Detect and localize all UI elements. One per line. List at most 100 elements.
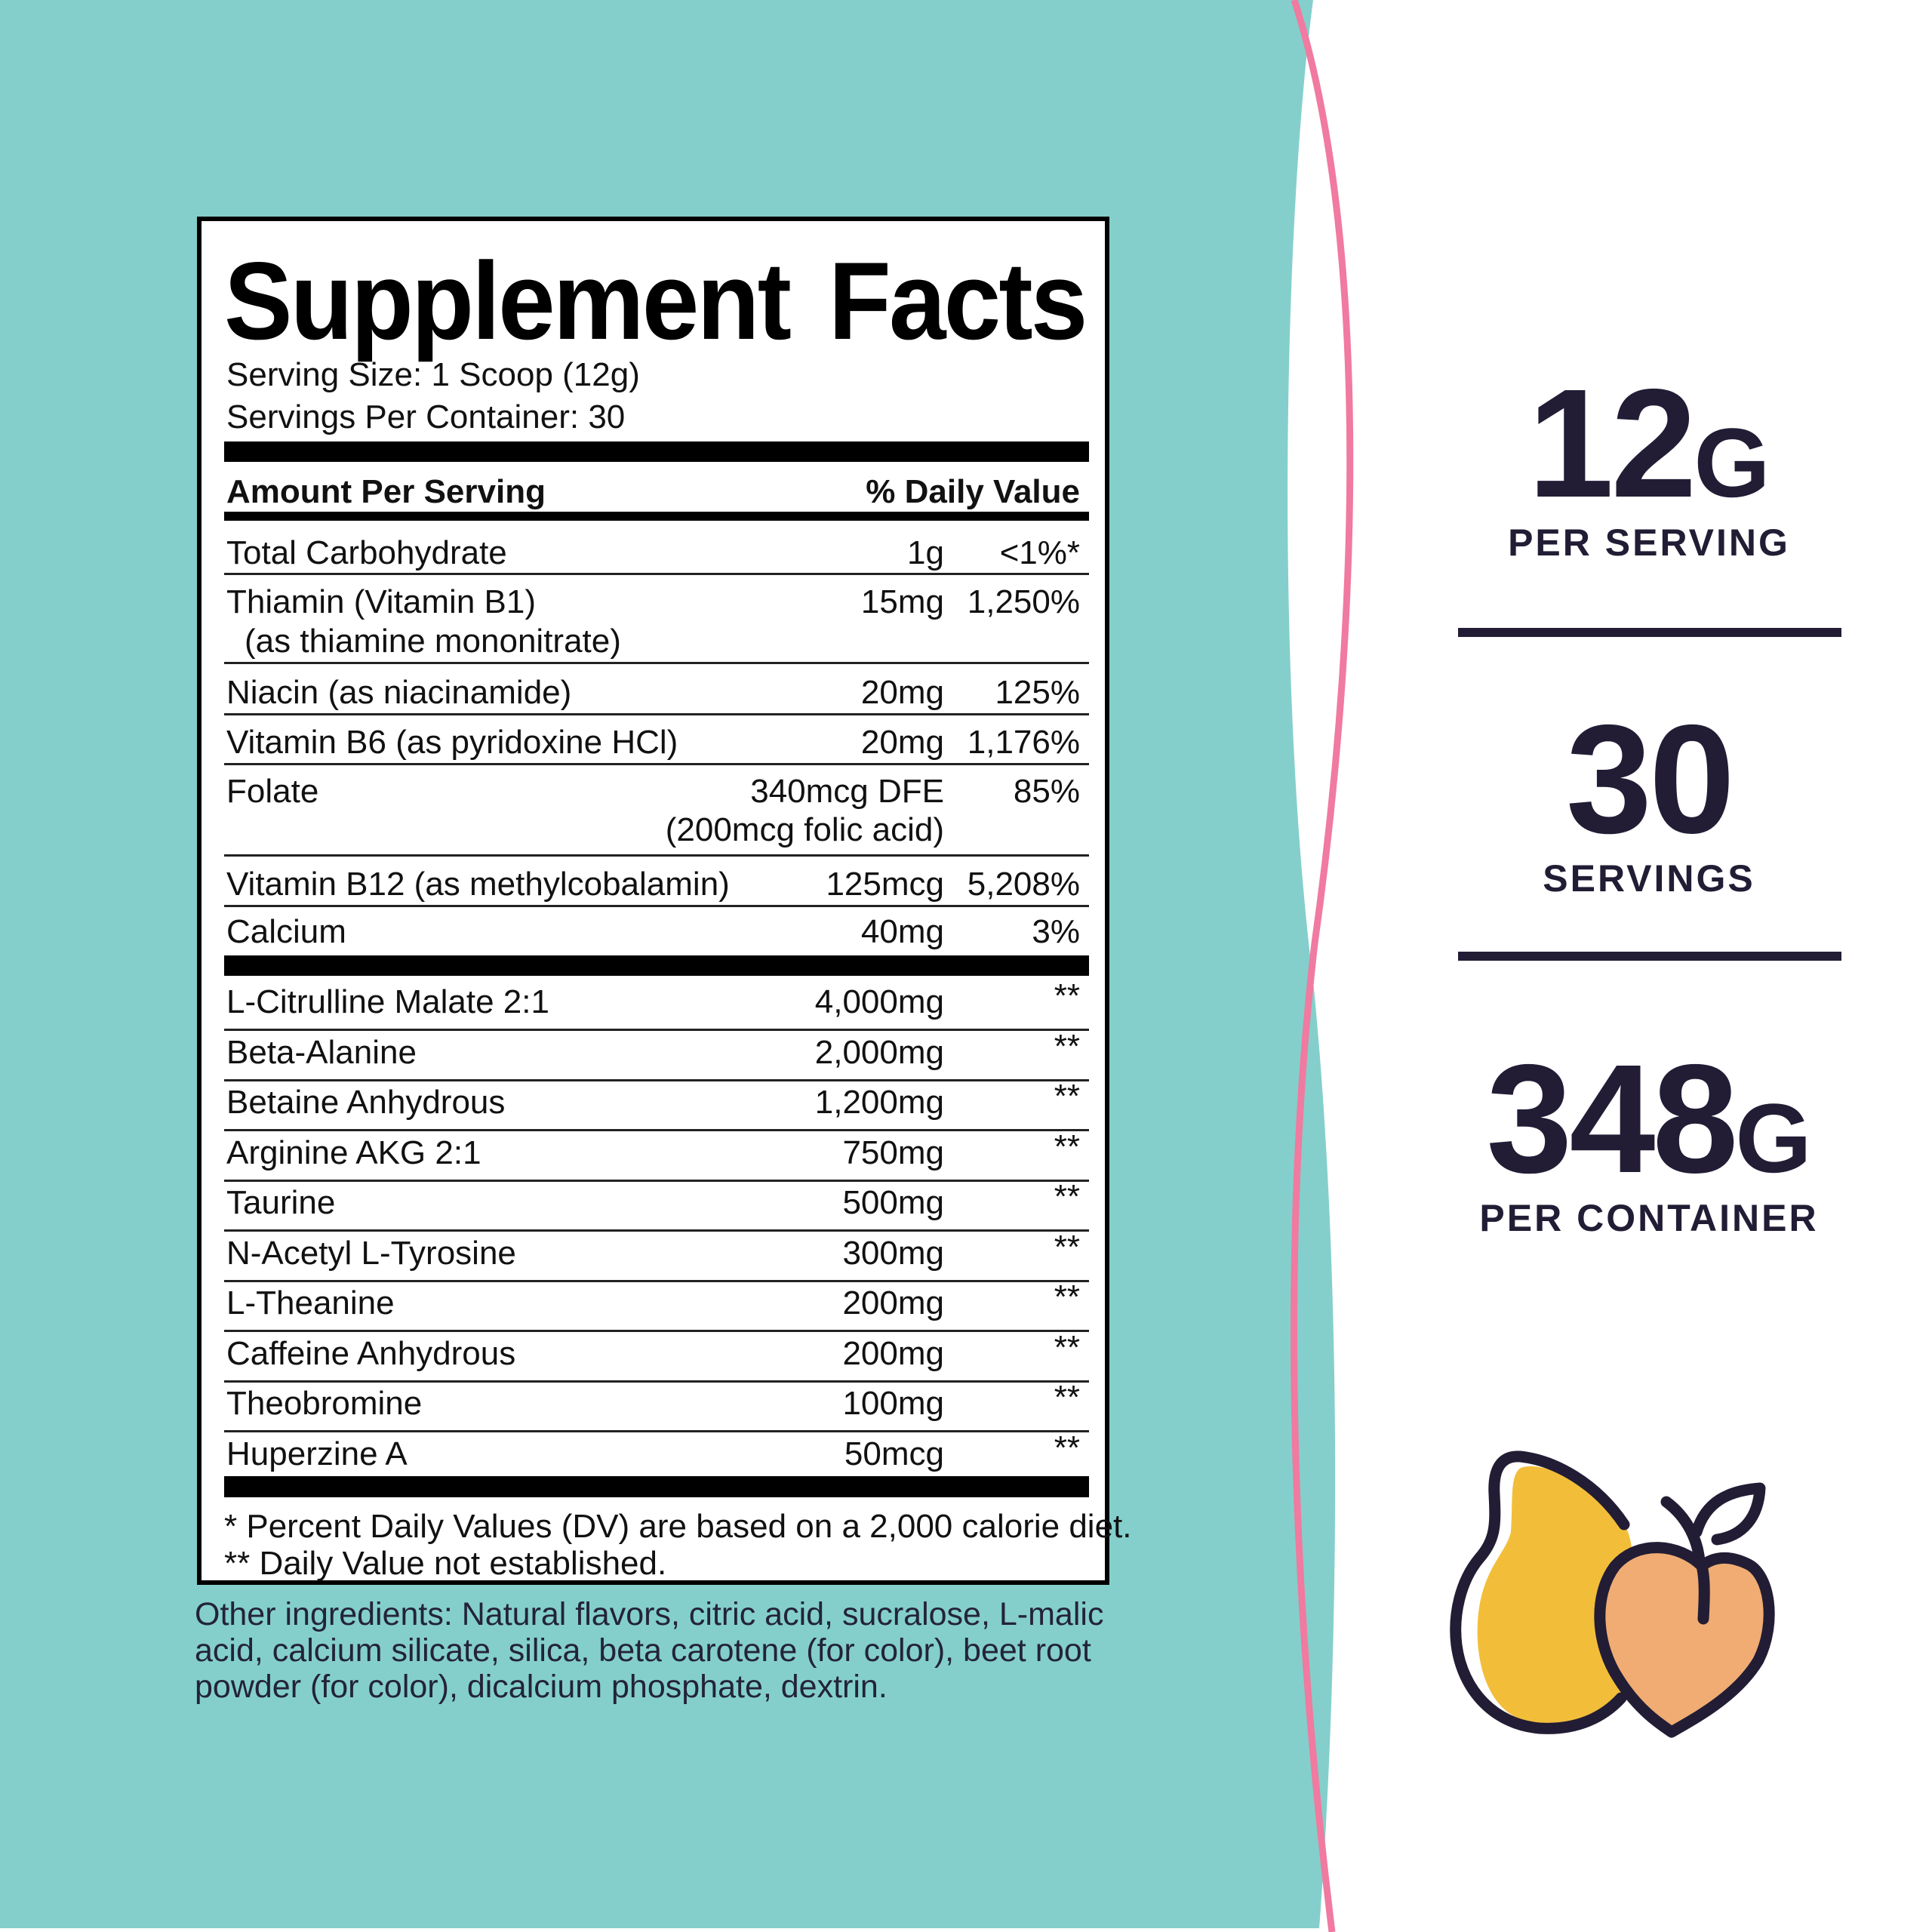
pear-outline (1450, 1451, 1630, 1734)
ingredient-daily-value: ** (1054, 977, 1080, 1014)
stat-unit: G (1735, 1083, 1812, 1193)
row-divider (224, 573, 1089, 575)
row-divider (224, 1380, 1089, 1383)
row-divider (224, 662, 1089, 664)
row-divider (224, 713, 1089, 715)
nutrient-name: Calcium (226, 913, 346, 950)
ingredient-name: Caffeine Anhydrous (226, 1334, 516, 1372)
row-divider (224, 1330, 1089, 1332)
row-divider (224, 1279, 1089, 1282)
peach-outline (1594, 1542, 1775, 1738)
ingredient-amount: 4,000mg (814, 983, 944, 1020)
row-divider (224, 1179, 1089, 1182)
supplement-facts-panel: Supplement Facts Serving Size: 1 Scoop (… (197, 217, 1132, 1585)
ingredient-amount: 300mg (842, 1234, 944, 1272)
nutrient-daily-value: 125% (995, 674, 1080, 711)
peach-stem (1660, 1496, 1706, 1568)
servings-per-container: Servings Per Container: 30 (226, 398, 626, 435)
nutrient-amount: 125mcg (826, 866, 944, 903)
thick-divider (224, 1476, 1089, 1497)
pear-and-peach-icon (1450, 1451, 1775, 1738)
row-divider (224, 1078, 1089, 1081)
thick-divider (224, 955, 1089, 976)
ingredient-daily-value: ** (1054, 1429, 1080, 1466)
stat-servings: 30 SERVINGS (1457, 702, 1841, 900)
ingredient-daily-value: ** (1054, 1027, 1080, 1065)
row-divider (224, 1229, 1089, 1232)
nutrient-amount: 40mg (860, 913, 944, 950)
nutrient-daily-value: 5,208% (967, 866, 1080, 903)
peach-leaf (1690, 1482, 1766, 1546)
pink-wave-line (1291, 0, 1354, 1932)
ingredient-name: N-Acetyl L-Tyrosine (226, 1234, 516, 1272)
nutrient-daily-value: 85% (1013, 773, 1080, 810)
thick-divider (224, 441, 1089, 462)
serving-size: Serving Size: 1 Scoop (12g) (226, 356, 640, 393)
dv-header: % Daily Value (866, 473, 1080, 510)
ingredient-name: Huperzine A (226, 1435, 408, 1472)
ingredient-amount: 50mcg (844, 1435, 944, 1472)
nutrient-name: Niacin (as niacinamide) (226, 674, 572, 711)
ingredient-daily-value: ** (1054, 1328, 1080, 1366)
ingredient-daily-value: ** (1054, 1278, 1080, 1315)
row-divider (224, 763, 1089, 765)
nutrient-amount: 15mg (860, 583, 944, 620)
nutrient-daily-value: 1,250% (967, 583, 1080, 620)
amount-header: Amount Per Serving (226, 473, 546, 510)
ingredient-name: Beta-Alanine (226, 1033, 417, 1071)
stat-label: PER CONTAINER (1479, 1197, 1819, 1239)
footnote-dv: * Percent Daily Values (DV) are based on… (224, 1508, 1132, 1545)
stat-value: 348 (1486, 1032, 1738, 1205)
stat-divider (1458, 952, 1841, 961)
medium-divider (224, 512, 1089, 521)
ingredient-daily-value: ** (1054, 1078, 1080, 1115)
row-divider (224, 854, 1089, 857)
nutrient-name: Total Carbohydrate (226, 534, 507, 571)
other-ingredients: Other ingredients: Natural flavors, citr… (195, 1596, 1104, 1705)
ingredient-name: Taurine (226, 1184, 336, 1221)
ingredient-name: L-Theanine (226, 1284, 395, 1321)
row-divider (224, 1430, 1089, 1432)
row-divider (224, 905, 1089, 907)
panel-title: Supplement Facts (224, 239, 1088, 362)
stat-divider (1458, 628, 1841, 637)
nutrient-daily-value: 1,176% (967, 724, 1080, 761)
nutrient-daily-value: 3% (1032, 913, 1080, 950)
ingredient-name: Arginine AKG 2:1 (226, 1134, 481, 1171)
stat-serving-size: 12G PER SERVING (1457, 366, 1841, 565)
ingredient-name: Betaine Anhydrous (226, 1084, 506, 1121)
nutrient-amount-detail: (200mcg folic acid) (665, 811, 944, 848)
ingredient-amount: 500mg (842, 1184, 944, 1221)
stat-label: SERVINGS (1543, 857, 1755, 900)
ingredient-amount: 200mg (842, 1334, 944, 1372)
ingredient-amount: 200mg (842, 1284, 944, 1321)
stat-value: 30 (1565, 693, 1735, 866)
row-divider (224, 1129, 1089, 1131)
ingredient-daily-value: ** (1054, 1228, 1080, 1266)
stat-value: 12 (1527, 357, 1697, 530)
pear-fill (1477, 1466, 1634, 1724)
nutrient-source: (as thiamine mononitrate) (245, 623, 621, 660)
ingredient-amount: 750mg (842, 1134, 944, 1171)
stat-unit: G (1694, 408, 1770, 518)
nutrient-amount: 20mg (860, 724, 944, 761)
ingredient-daily-value: ** (1054, 1128, 1080, 1165)
ingredient-amount: 2,000mg (814, 1033, 944, 1071)
ingredient-daily-value: ** (1054, 1379, 1080, 1416)
nutrient-amount: 1g (907, 534, 944, 571)
nutrient-name: Vitamin B12 (as methylcobalamin) (226, 866, 730, 903)
ingredient-amount: 1,200mg (814, 1084, 944, 1121)
ingredient-amount: 100mg (842, 1385, 944, 1422)
nutrient-daily-value: <1%* (999, 534, 1080, 571)
peach-fill (1599, 1547, 1768, 1732)
nutrient-amount: 340mcg DFE (750, 773, 944, 810)
nutrient-name: Vitamin B6 (as pyridoxine HCl) (226, 724, 678, 761)
ingredient-name: Theobromine (226, 1385, 423, 1422)
stat-container: 348G PER CONTAINER (1457, 1041, 1841, 1240)
nutrient-name: Folate (226, 773, 319, 810)
ingredient-name: L-Citrulline Malate 2:1 (226, 983, 549, 1020)
nutrient-amount: 20mg (860, 674, 944, 711)
nutrient-name: Thiamin (Vitamin B1) (226, 583, 536, 620)
ingredient-daily-value: ** (1054, 1178, 1080, 1215)
footnote-not-established: ** Daily Value not established. (224, 1545, 667, 1582)
